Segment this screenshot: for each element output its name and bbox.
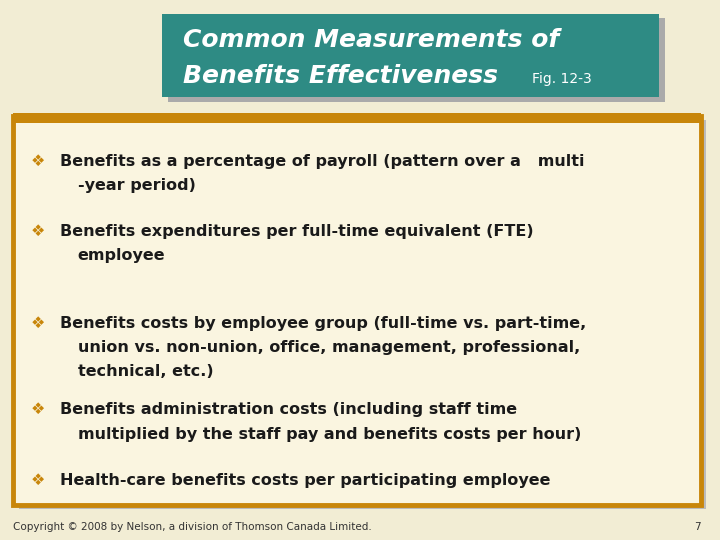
Bar	[19, 120, 706, 509]
Text: Benefits administration costs (including staff time: Benefits administration costs (including…	[60, 402, 517, 417]
Text: Copyright © 2008 by Nelson, a division of Thomson Canada Limited.: Copyright © 2008 by Nelson, a division o…	[13, 522, 372, 531]
Text: -year period): -year period)	[78, 178, 196, 193]
Bar	[13, 113, 701, 123]
Text: employee: employee	[78, 248, 166, 264]
Text: multiplied by the staff pay and benefits costs per hour): multiplied by the staff pay and benefits…	[78, 427, 581, 442]
Bar	[162, 14, 659, 97]
Text: Health-care benefits costs per participating employee: Health-care benefits costs per participa…	[60, 472, 550, 488]
Text: Benefits as a percentage of payroll (pattern over a   multi: Benefits as a percentage of payroll (pat…	[60, 154, 584, 169]
Bar	[168, 18, 665, 102]
Text: Fig. 12-3: Fig. 12-3	[532, 72, 592, 86]
Bar	[13, 116, 701, 505]
Text: ❖: ❖	[31, 402, 45, 417]
Text: ❖: ❖	[31, 472, 45, 488]
Text: Benefits Effectiveness: Benefits Effectiveness	[184, 64, 498, 88]
Text: Benefits costs by employee group (full-time vs. part-time,: Benefits costs by employee group (full-t…	[60, 316, 586, 331]
Text: Benefits expenditures per full-time equivalent (FTE): Benefits expenditures per full-time equi…	[60, 224, 534, 239]
Text: union vs. non-union, office, management, professional,: union vs. non-union, office, management,…	[78, 340, 580, 355]
Text: technical, etc.): technical, etc.)	[78, 364, 213, 380]
Text: Common Measurements of: Common Measurements of	[183, 28, 559, 52]
Text: ❖: ❖	[31, 154, 45, 169]
Text: ❖: ❖	[31, 224, 45, 239]
Text: ❖: ❖	[31, 316, 45, 331]
Text: 7: 7	[694, 522, 701, 531]
